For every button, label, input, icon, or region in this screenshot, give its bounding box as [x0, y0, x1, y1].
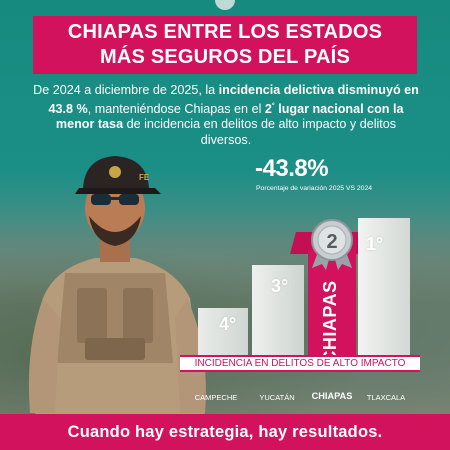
- top-logo: [215, 0, 235, 10]
- podium-yucatan: [252, 265, 304, 360]
- medal-rank: 2: [326, 231, 337, 253]
- headline-banner: CHIAPAS ENTRE LOS ESTADOS MÁS SEGUROS DE…: [33, 16, 417, 74]
- state-label-chiapas: CHIAPAS: [311, 391, 353, 401]
- state-label-campeche: CAMPECHE: [194, 393, 238, 402]
- rank-tlaxcala: 1°: [366, 234, 384, 254]
- headline-line-1: CHIAPAS ENTRE LOS ESTADOS: [67, 21, 383, 43]
- officer-figure: FE: [28, 156, 206, 418]
- variation-label: Porcentaje de variación 2025 VS 2024: [256, 185, 373, 192]
- slogan-banner: Cuando hay estrategia, hay resultados.: [0, 414, 450, 450]
- headline-line-2: MÁS SEGUROS DEL PAÍS: [100, 46, 350, 68]
- rank-campeche: 4°: [219, 314, 237, 334]
- medal-icon: 2: [311, 219, 353, 270]
- intro-paragraph: De 2024 a diciembre de 2025, la incidenc…: [33, 83, 419, 147]
- podium-chiapas: [308, 250, 356, 360]
- svg-text:FE: FE: [139, 173, 150, 182]
- variation-value: -43.8%: [255, 155, 329, 182]
- podium-campeche: [198, 308, 248, 360]
- rank-yucatan: 3°: [271, 276, 289, 296]
- category-label: INCIDENCIA EN DELITOS DE ALTO IMPACTO: [180, 355, 420, 372]
- state-label-tlaxcala: TLAXCALA: [366, 393, 406, 402]
- podium-tlaxcala: [358, 218, 410, 360]
- state-label-yucatan: YUCATÁN: [259, 393, 295, 402]
